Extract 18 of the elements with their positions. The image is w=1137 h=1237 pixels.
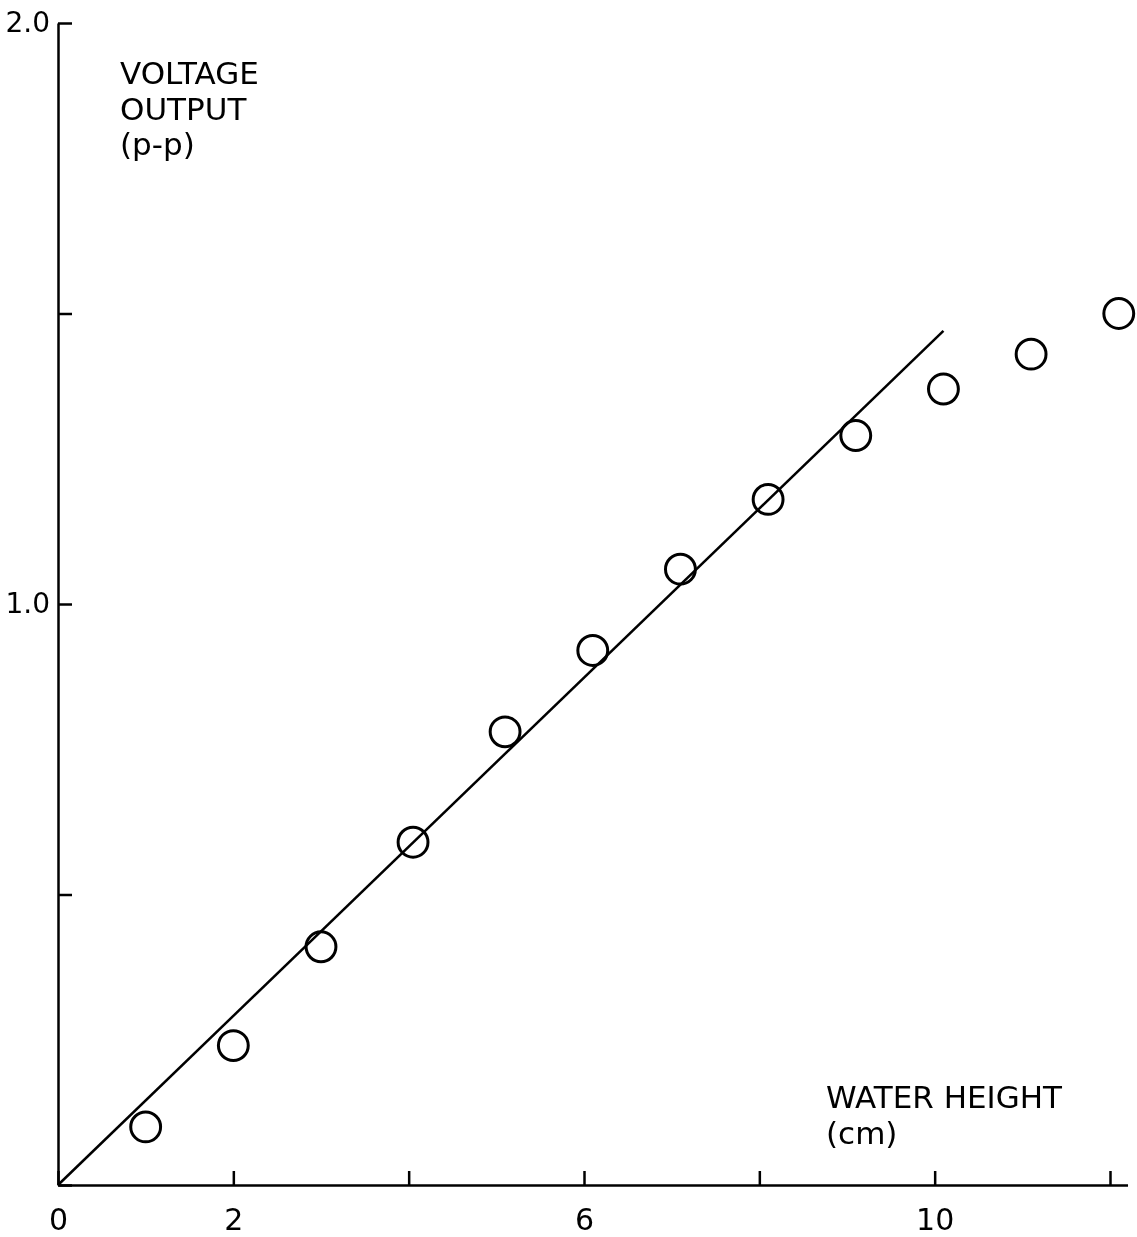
x-tick-label: 0	[48, 1202, 69, 1237]
point	[664, 552, 697, 586]
x-tick-label: 10	[916, 1202, 955, 1237]
point	[129, 1110, 163, 1144]
point	[839, 419, 873, 452]
y-tick-label: 2.0	[5, 6, 50, 40]
y-tick-label: 1.0	[5, 587, 50, 621]
point	[488, 715, 522, 749]
point	[216, 1029, 250, 1062]
x-tick-label: 2	[224, 1202, 244, 1237]
point	[304, 930, 338, 964]
y-axis-title: VOLTAGE OUTPUT (p-p)	[120, 55, 259, 163]
x-axis-title: WATER HEIGHT (cm)	[826, 1079, 1064, 1151]
point	[576, 634, 610, 667]
point	[927, 372, 960, 406]
point	[1014, 337, 1048, 371]
x-tick-label: 6	[574, 1202, 595, 1237]
point	[1102, 297, 1136, 330]
